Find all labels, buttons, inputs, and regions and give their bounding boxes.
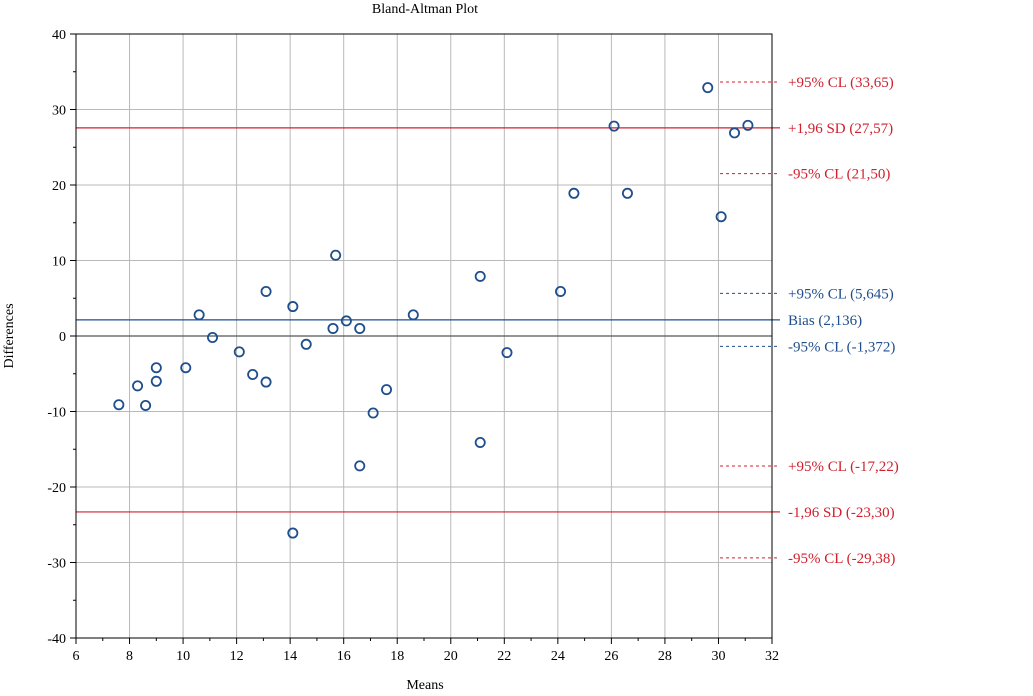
data-point: [247, 369, 259, 381]
data-points: [113, 82, 754, 539]
data-point: [367, 407, 379, 419]
data-point: [474, 270, 486, 282]
data-point: [354, 322, 366, 334]
data-point: [140, 399, 152, 411]
data-point: [702, 82, 714, 94]
data-point: [742, 119, 754, 131]
data-point: [555, 285, 567, 297]
reference-line-label: -95% CL (-29,38): [788, 551, 895, 567]
y-tick-label: 10: [52, 255, 66, 270]
data-point: [233, 346, 245, 358]
reference-line-label: -95% CL (21,50): [788, 167, 890, 183]
data-point: [260, 376, 272, 388]
data-point: [729, 127, 741, 139]
reference-line-labels: +95% CL (33,65) +1,96 SD (27,57) -95% CL (…: [788, 75, 899, 567]
axes: 6 8 10 12 14 16 18 20 22 24 26 28 30 32 -40 -30 -20 -10 0 1…: [47, 28, 779, 664]
data-point: [150, 375, 162, 387]
reference-line-label: +95% CL (-17,22): [788, 459, 899, 475]
data-point: [381, 384, 393, 396]
data-point: [180, 362, 192, 374]
y-tick-label: -40: [47, 632, 66, 647]
x-tick-label: 16: [337, 649, 351, 664]
x-axis-label: Means: [406, 678, 443, 693]
data-point: [150, 362, 162, 374]
reference-line-label: -1,96 SD (-23,30): [788, 505, 895, 521]
y-axis-label: Differences: [2, 303, 17, 368]
x-tick-label: 12: [230, 649, 244, 664]
x-tick-label: 26: [604, 649, 618, 664]
data-point: [330, 249, 342, 261]
data-point: [132, 380, 144, 392]
y-tick-label: -10: [47, 406, 66, 421]
reference-line-label: +95% CL (5,645): [788, 286, 894, 302]
data-point: [287, 301, 299, 313]
data-point: [260, 285, 272, 297]
x-tick-label: 22: [497, 649, 511, 664]
data-point: [715, 211, 727, 223]
reference-line-label: Bias (2,136): [788, 313, 862, 329]
reference-lines: [76, 81, 780, 559]
x-tick-label: 14: [283, 649, 297, 664]
x-tick-label: 18: [390, 649, 404, 664]
chart-title: Bland-Altman Plot: [372, 2, 478, 17]
data-point: [621, 187, 633, 199]
y-tick-label: 30: [52, 104, 66, 119]
x-tick-label: 20: [444, 649, 458, 664]
y-tick-label: -20: [47, 481, 66, 496]
x-tick-label: 10: [176, 649, 190, 664]
data-point: [474, 436, 486, 448]
x-tick-label: 8: [126, 649, 133, 664]
x-tick-label: 32: [765, 649, 779, 664]
x-tick-label: 30: [711, 649, 725, 664]
data-point: [354, 460, 366, 472]
reference-line-label: +1,96 SD (27,57): [788, 121, 893, 137]
data-point: [340, 315, 352, 327]
data-point: [608, 120, 620, 132]
reference-line-label: -95% CL (-1,372): [788, 339, 895, 355]
data-point: [407, 309, 419, 321]
y-tick-label: 0: [59, 330, 66, 345]
data-point: [327, 322, 339, 334]
y-tick-label: 20: [52, 179, 66, 194]
y-tick-label: -30: [47, 557, 66, 572]
data-point: [193, 309, 205, 321]
data-point: [300, 338, 312, 350]
x-tick-label: 6: [73, 649, 80, 664]
y-tick-label: 40: [52, 28, 66, 43]
data-point: [207, 332, 219, 344]
x-tick-label: 24: [551, 649, 565, 664]
reference-line-label: +95% CL (33,65): [788, 75, 894, 91]
data-point: [501, 347, 513, 359]
data-point: [287, 527, 299, 539]
data-point: [113, 399, 125, 411]
data-point: [568, 187, 580, 199]
x-tick-label: 28: [658, 649, 672, 664]
grid-lines: [76, 34, 772, 638]
